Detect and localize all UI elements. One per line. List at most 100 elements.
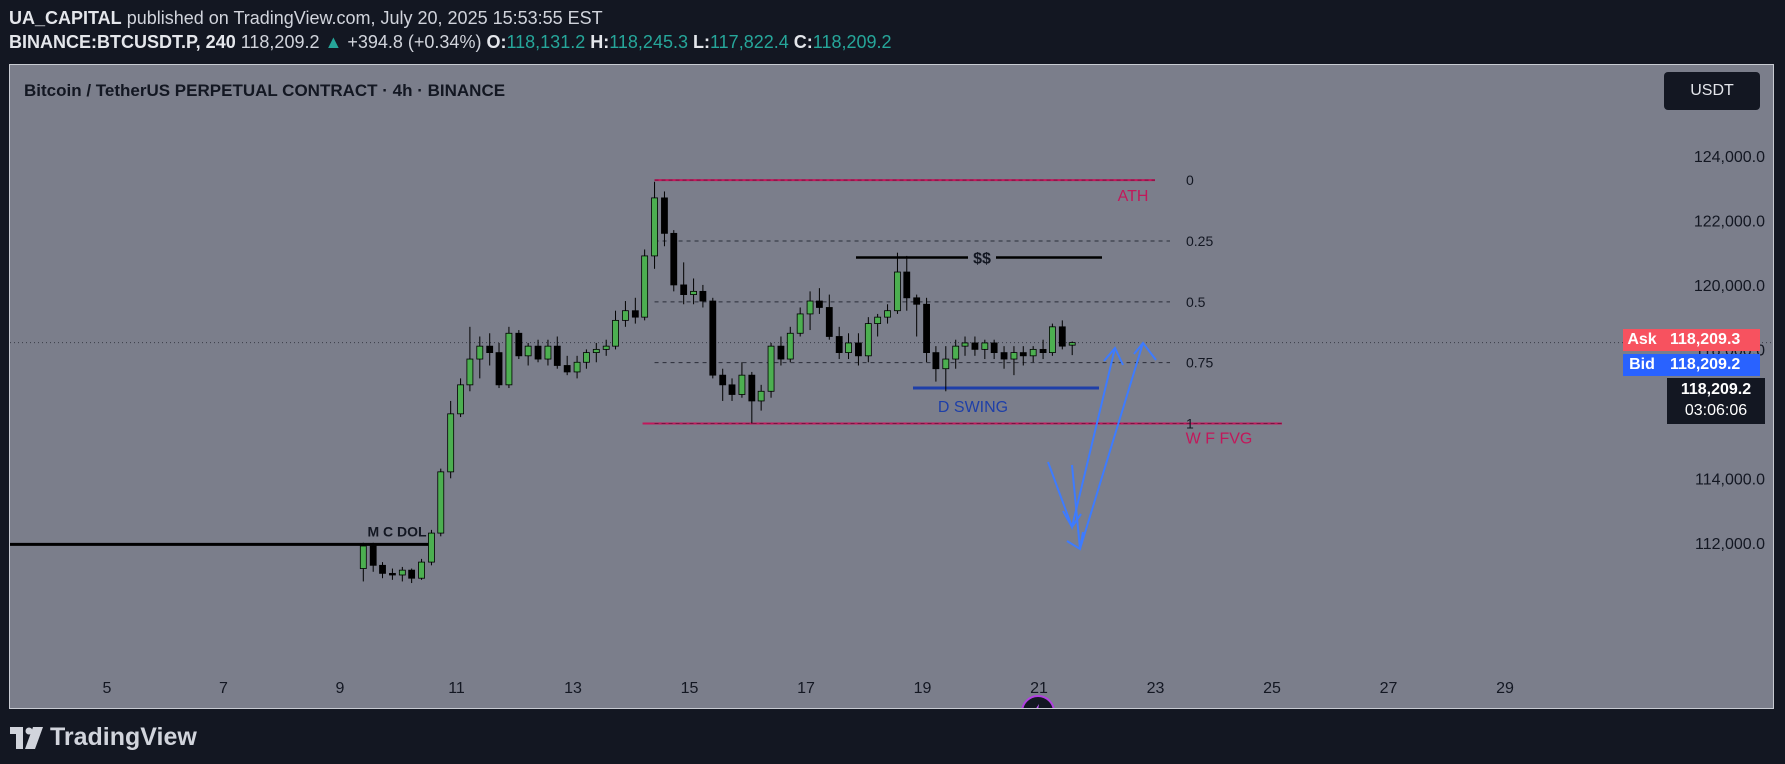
brand-name: TradingView	[50, 723, 197, 751]
candle-body	[1019, 352, 1027, 357]
fib-level-label: 0.25	[1186, 233, 1213, 249]
candle-body	[1010, 352, 1018, 360]
bid-label: Bid	[1623, 354, 1661, 376]
candle-body	[495, 352, 503, 386]
header-change: +394.8 (+0.34%)	[347, 32, 482, 52]
arrow-head	[1066, 531, 1084, 551]
candle-body	[369, 545, 377, 566]
last-price-tag: 118,209.2 03:06:06	[1667, 378, 1765, 424]
chart-panel[interactable]: 112,000.0114,000.0116,000.0118,000.0120,…	[9, 64, 1774, 709]
published-text: published on TradingView.com, July 20, 2…	[126, 8, 603, 28]
candle-body	[389, 572, 396, 576]
low-label: L:	[693, 32, 710, 52]
candle-body	[923, 303, 930, 354]
ask-tag: Ask 118,209.3	[1623, 329, 1760, 351]
candle-body	[855, 342, 862, 357]
candle-body	[757, 390, 765, 402]
candle-body	[563, 365, 571, 373]
x-tick-label: 27	[1380, 680, 1398, 697]
candle-body	[534, 345, 542, 360]
fib-level-label: 0.5	[1186, 294, 1206, 310]
symbol-label: BINANCE:BTCUSDT.P, 240	[9, 32, 236, 52]
candle-body	[359, 545, 367, 569]
chart-title: Bitcoin / TetherUS PERPETUAL CONTRACT · …	[24, 81, 506, 100]
y-tick-label: 114,000.0	[1695, 471, 1765, 488]
candle-body	[806, 300, 814, 315]
projection-path	[1071, 342, 1144, 550]
tradingview-logo[interactable]: TradingView	[10, 723, 197, 752]
candle-body	[1068, 342, 1076, 346]
candle-body	[990, 342, 998, 354]
candle-body	[661, 197, 668, 234]
candle-body	[573, 361, 581, 373]
candle-body	[971, 342, 979, 350]
candle-body	[903, 271, 911, 299]
candle-body	[1000, 352, 1008, 360]
arrow-head	[1103, 346, 1124, 366]
up-triangle-icon: ▲	[324, 32, 343, 52]
bar-countdown: 03:06:06	[1684, 402, 1748, 419]
y-tick-label: 122,000.0	[1694, 213, 1765, 230]
candle-body	[622, 310, 629, 321]
candle-body	[553, 345, 561, 366]
publish-info: UA_CAPITAL published on TradingView.com,…	[9, 8, 603, 29]
candle-body	[786, 332, 794, 360]
candle-body	[699, 290, 707, 302]
candle-body	[641, 255, 649, 318]
arrow-head	[1133, 341, 1157, 361]
candle-body	[894, 271, 901, 312]
low-value: 117,822.4	[710, 32, 789, 52]
open-label: O:	[486, 32, 507, 52]
fib-level-label: 0	[1186, 172, 1194, 188]
candle-body	[709, 300, 717, 376]
candle-body	[680, 284, 688, 295]
candle-body	[398, 569, 406, 576]
candle-body	[486, 345, 494, 354]
candle-body	[592, 348, 600, 354]
last-price-value: 118,209.2	[1680, 381, 1752, 398]
x-tick-label: 11	[448, 680, 465, 697]
candle-body	[1039, 348, 1047, 354]
candle-body	[981, 342, 989, 350]
x-tick-label: 29	[1496, 680, 1514, 697]
candle-body	[738, 374, 746, 395]
price-chart[interactable]: 112,000.0114,000.0116,000.0118,000.0120,…	[10, 65, 1774, 709]
candle-body	[942, 358, 950, 370]
x-tick-label: 7	[219, 680, 228, 697]
mcdol-label: M C DOL	[367, 523, 427, 539]
d-swing-label: D SWING	[938, 399, 1008, 416]
bid-tag: Bid 118,209.2	[1623, 354, 1760, 376]
candle-body	[631, 310, 639, 318]
liquidity-label: $$	[973, 251, 991, 268]
candle-body	[913, 297, 921, 305]
x-tick-label: 19	[914, 680, 932, 697]
x-tick-label: 23	[1147, 680, 1165, 697]
candle-body	[612, 319, 619, 347]
publisher-name[interactable]: UA_CAPITAL	[9, 8, 122, 28]
candle-body	[524, 345, 532, 357]
fib-level-label: 1	[1186, 416, 1194, 432]
wffvg-label: W F FVG	[1186, 431, 1253, 448]
candle-body	[864, 323, 872, 357]
candle-body	[515, 332, 523, 357]
x-tick-label: 21	[1030, 680, 1048, 697]
candle-body	[728, 384, 736, 395]
candle-body	[428, 532, 435, 563]
candle-body	[796, 313, 804, 334]
candle-body	[670, 232, 678, 286]
candle-body	[418, 561, 425, 579]
candle-body	[457, 384, 464, 415]
tradingview-logo-icon	[10, 726, 43, 749]
candle-body	[1058, 326, 1066, 347]
currency-button[interactable]: USDT	[1664, 72, 1760, 110]
x-tick-label: 15	[681, 680, 699, 697]
high-value: 118,245.3	[609, 32, 688, 52]
y-tick-label: 120,000.0	[1694, 278, 1765, 295]
candle-body	[466, 358, 474, 386]
x-tick-label: 17	[797, 680, 815, 697]
close-value: 118,209.2	[812, 32, 892, 52]
candle-body	[544, 345, 552, 360]
projection-path	[1047, 347, 1116, 531]
candle-body	[602, 345, 610, 350]
candle-body	[437, 471, 445, 534]
